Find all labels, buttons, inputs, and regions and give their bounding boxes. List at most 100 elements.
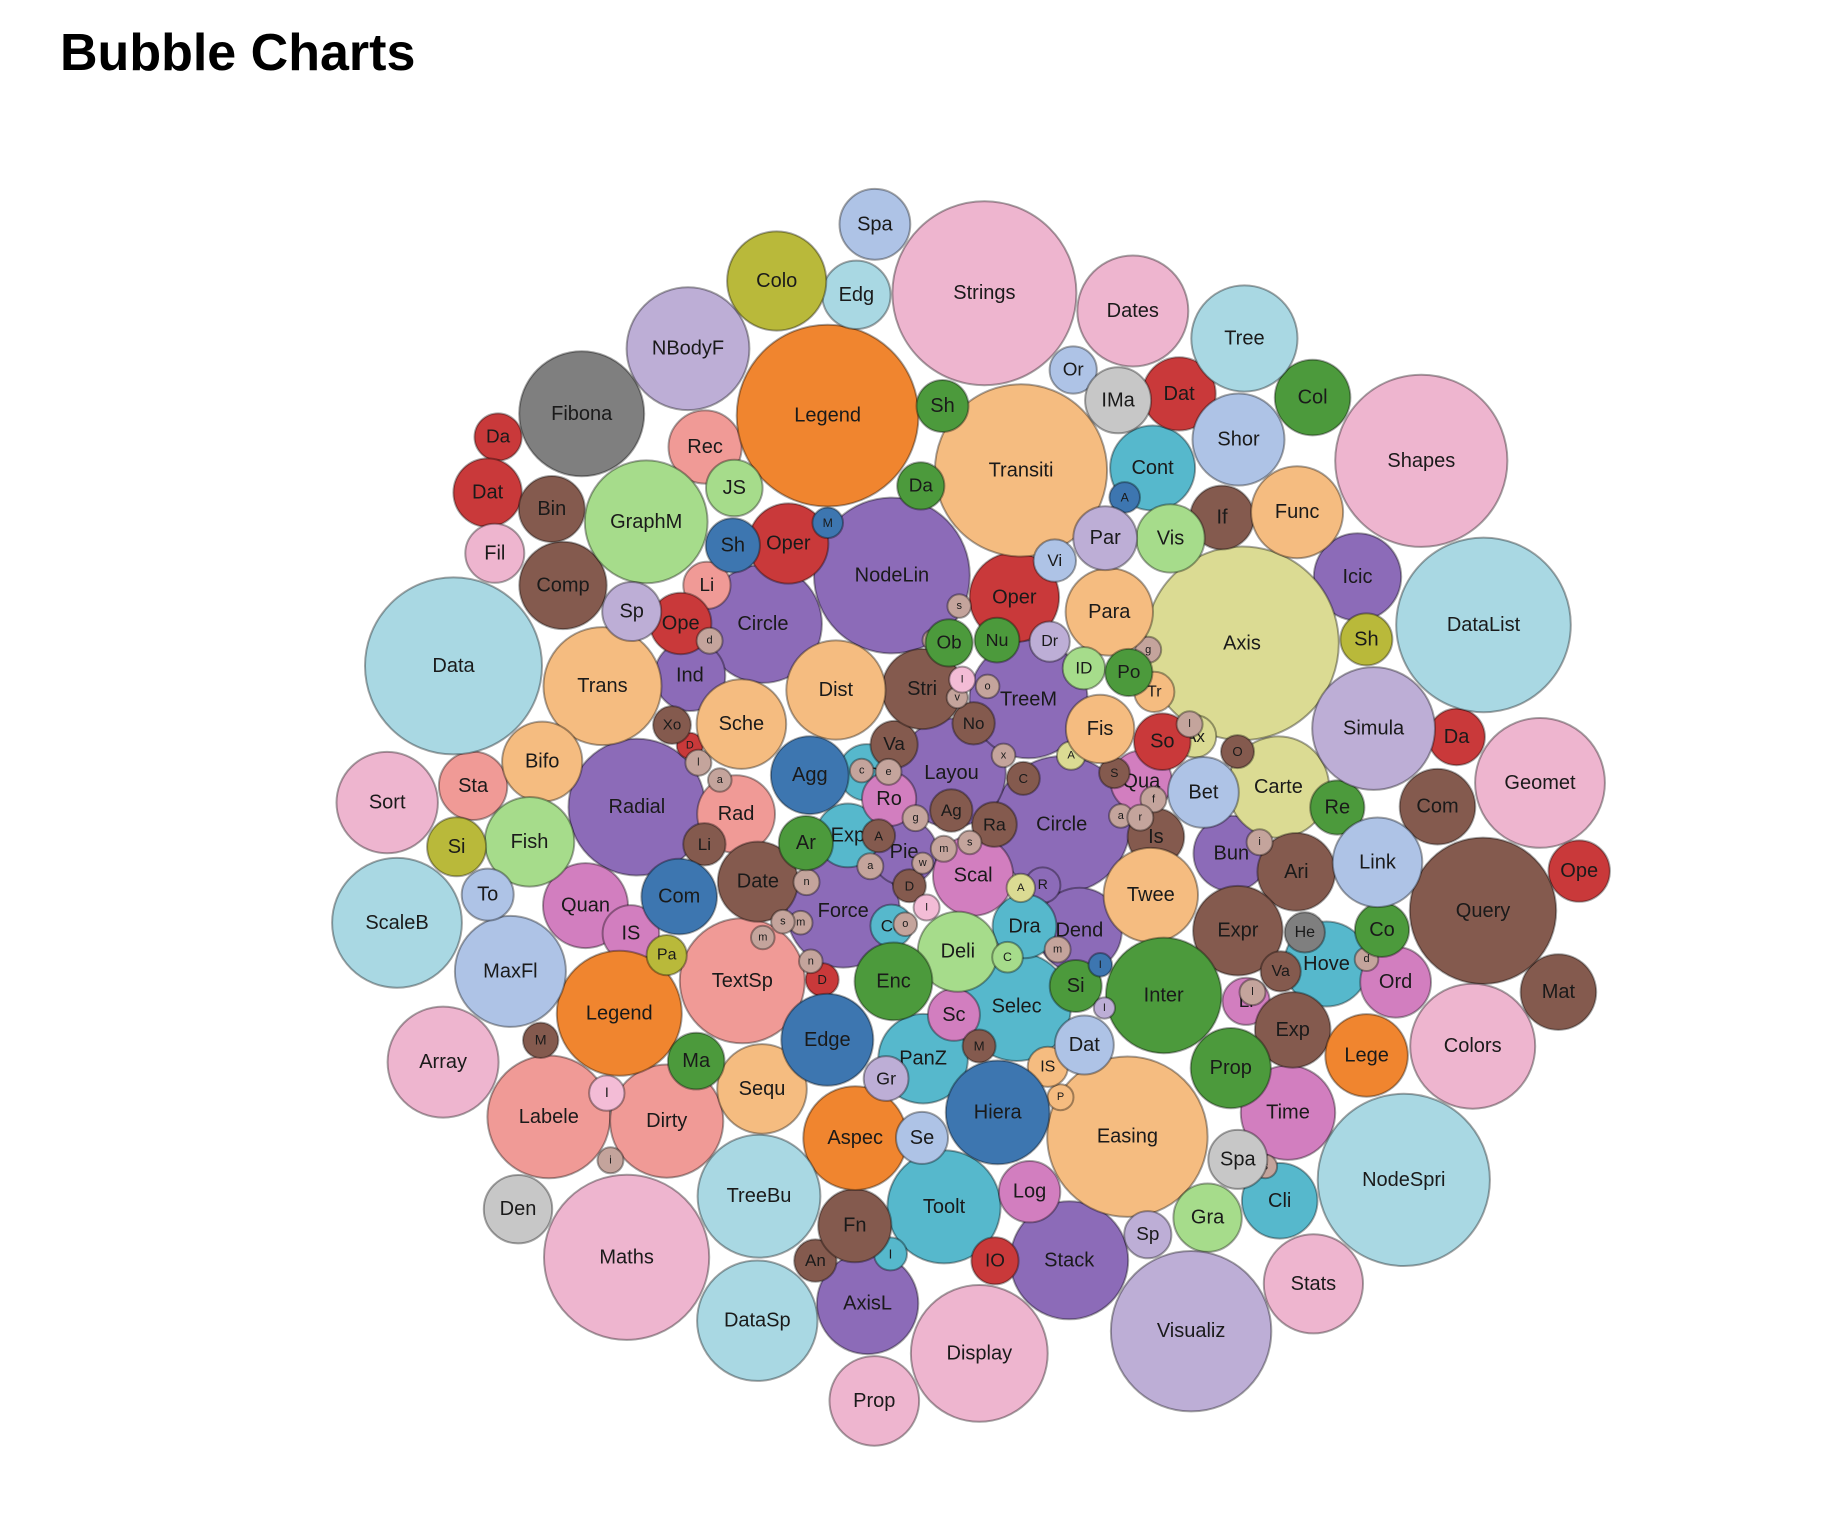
bubble-label: Strings (953, 282, 1015, 304)
bubble (1087, 952, 1114, 978)
bubble-label: Com (658, 886, 700, 908)
bubble-label: Enc (876, 970, 910, 992)
bubble (948, 665, 977, 694)
bubble (813, 496, 971, 655)
bubble (726, 230, 828, 332)
bubble-label: c (859, 765, 865, 777)
bubble-label: Dend (1055, 919, 1103, 941)
bubble-label: Se (910, 1127, 934, 1149)
bubble-label: Sp (619, 601, 643, 623)
bubble (1309, 779, 1366, 836)
bubble-label: m (1053, 944, 1062, 956)
bubble-label: Oper (992, 586, 1037, 608)
bubble-label: I (1103, 1002, 1106, 1014)
bubble-label: Visualiz (1157, 1320, 1226, 1342)
bubble-label: Ord (1379, 971, 1412, 993)
bubble (971, 801, 1018, 848)
bubble-label: Sequ (739, 1078, 786, 1100)
bubble (625, 286, 751, 412)
bubble (716, 1043, 808, 1135)
bubble-label: Layou (924, 762, 979, 784)
bubble (811, 506, 845, 540)
bubble (915, 379, 970, 433)
bubble (543, 1173, 711, 1341)
bubble-label: Scal (954, 865, 993, 887)
bubble-label: Re (1325, 797, 1351, 819)
bubble-label: Ope (1560, 860, 1598, 882)
bubble (780, 992, 875, 1087)
bubble-label: Geomet (1504, 772, 1576, 794)
bubble-label: l (1188, 718, 1190, 730)
bubble-label: I (961, 674, 964, 686)
bubble-label: o (902, 918, 908, 930)
bubble (453, 914, 567, 1028)
bubble-label: IS (621, 922, 640, 944)
bubble-label: Agg (792, 764, 828, 786)
bubble-label: Sort (369, 792, 406, 814)
bubble-label: MaxFl (483, 960, 537, 982)
bubble-label: Axis (1223, 632, 1261, 654)
bubble (1547, 839, 1611, 903)
bubble (924, 618, 974, 668)
bubble (1072, 505, 1139, 572)
bubble-label: Si (1067, 975, 1085, 997)
bubble (1104, 936, 1223, 1055)
bubble-label: A (1067, 750, 1075, 762)
bubble-label: Carte (1254, 776, 1303, 798)
bubble-label: x (1001, 749, 1007, 761)
bubble-label: Display (947, 1342, 1013, 1364)
bubble (951, 701, 996, 746)
bubble (1324, 1013, 1409, 1098)
bubble-label: DataSp (724, 1310, 791, 1332)
bubble-label: Link (1359, 851, 1397, 873)
bubble-label: Edge (804, 1029, 851, 1051)
bubble-label: Comp (536, 574, 589, 596)
bubble-label: NodeLin (855, 565, 930, 587)
bubble-label: Para (1088, 601, 1131, 623)
bubble (1189, 1027, 1272, 1110)
bubble-label: Xo (663, 717, 681, 734)
bubble (798, 948, 824, 975)
bubble (684, 748, 713, 777)
bubble-label: A (874, 828, 883, 843)
bubble-label: I (925, 902, 928, 914)
bubble-label: Dr (1041, 633, 1059, 650)
bubble (990, 742, 1017, 769)
bubble (970, 1236, 1020, 1286)
bubble-label: Pa (657, 947, 677, 964)
bubble-label: Sh (721, 534, 745, 556)
bubble (892, 911, 919, 938)
bubble-label: Ro (876, 788, 902, 810)
bubble (896, 461, 946, 511)
bubble (666, 1031, 726, 1091)
bubble (973, 616, 1021, 664)
bubble-label: Ma (682, 1050, 711, 1072)
bubble-label: IMa (1101, 389, 1135, 411)
bubble-label: Ar (796, 832, 816, 854)
bubble-label: Colors (1444, 1035, 1502, 1057)
bubble-label: Hiera (974, 1101, 1023, 1123)
bubble-label: TreeBu (727, 1185, 792, 1207)
bubble-label: Legend (586, 1002, 653, 1024)
bubble (1032, 538, 1078, 583)
bubble-label: To (477, 884, 498, 906)
bubble-label: Sh (930, 395, 954, 417)
bubble-label: g (912, 812, 918, 824)
bubble-label: Fis (1087, 718, 1114, 740)
bubble-label: d (707, 635, 713, 647)
bubble (555, 949, 683, 1077)
bubble-label: Inter (1144, 984, 1184, 1006)
bubble (335, 750, 439, 855)
bubble (750, 924, 776, 951)
bubble (331, 856, 463, 989)
bubble (464, 522, 526, 584)
bubble-label: Ari (1284, 861, 1308, 883)
bubble-label: Exp (831, 824, 865, 846)
bubble-label: Edg (839, 284, 875, 306)
bubble-label: Va (1272, 963, 1290, 980)
bubble-label: Circle (1036, 814, 1087, 836)
bubble-label: s (967, 836, 973, 848)
bubble-label: S (1110, 766, 1118, 780)
bubble (997, 1160, 1062, 1224)
